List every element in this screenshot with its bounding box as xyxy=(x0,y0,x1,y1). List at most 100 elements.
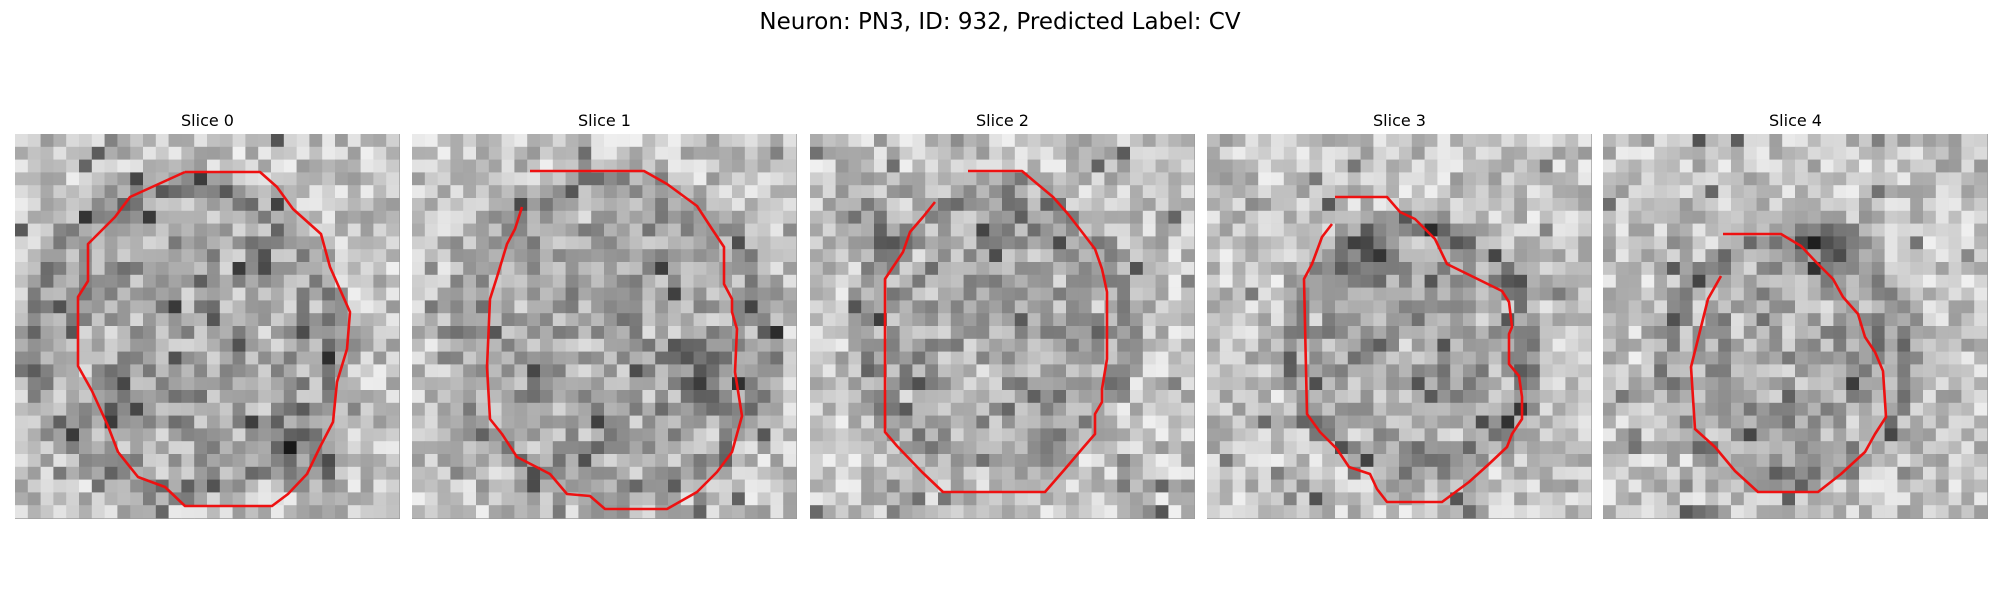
image-pixel xyxy=(15,185,29,199)
image-pixel xyxy=(1232,454,1246,468)
image-pixel xyxy=(1871,454,1885,468)
image-pixel xyxy=(1705,223,1719,237)
image-pixel xyxy=(373,185,387,199)
image-pixel xyxy=(1897,377,1911,391)
image-pixel xyxy=(168,364,182,378)
slice-image xyxy=(1603,134,1988,519)
image-pixel xyxy=(1027,159,1041,173)
image-pixel xyxy=(1654,415,1668,429)
image-pixel xyxy=(1552,300,1566,314)
image-pixel xyxy=(117,492,131,506)
image-pixel xyxy=(1117,274,1131,288)
image-pixel xyxy=(706,274,720,288)
image-pixel xyxy=(1002,274,1016,288)
image-pixel xyxy=(1207,172,1221,186)
image-pixel xyxy=(719,492,733,506)
image-pixel xyxy=(40,236,54,250)
image-pixel xyxy=(450,134,464,148)
image-pixel xyxy=(181,390,195,404)
image-pixel xyxy=(616,454,630,468)
image-pixel xyxy=(1168,185,1182,199)
image-pixel xyxy=(616,492,630,506)
image-pixel xyxy=(912,236,926,250)
image-pixel xyxy=(719,415,733,429)
image-pixel xyxy=(27,415,41,429)
image-pixel xyxy=(1514,326,1528,340)
image-pixel xyxy=(463,236,477,250)
image-pixel xyxy=(706,505,720,519)
image-pixel xyxy=(732,146,746,160)
image-pixel xyxy=(835,364,849,378)
image-pixel xyxy=(219,415,233,429)
image-pixel xyxy=(1603,402,1617,416)
image-pixel xyxy=(886,249,900,263)
image-pixel xyxy=(66,313,80,327)
image-pixel xyxy=(1207,428,1221,442)
image-pixel xyxy=(642,249,656,263)
image-pixel xyxy=(1475,249,1489,263)
image-pixel xyxy=(514,466,528,480)
image-pixel xyxy=(1615,223,1629,237)
image-pixel xyxy=(925,223,939,237)
image-pixel xyxy=(1654,505,1668,519)
image-pixel xyxy=(1283,364,1297,378)
image-pixel xyxy=(245,159,259,173)
image-pixel xyxy=(976,262,990,276)
image-pixel xyxy=(386,249,400,263)
image-pixel xyxy=(1450,249,1464,263)
image-pixel xyxy=(822,390,836,404)
image-pixel xyxy=(1833,223,1847,237)
image-pixel xyxy=(1782,185,1796,199)
image-pixel xyxy=(1578,262,1592,276)
image-pixel xyxy=(1309,492,1323,506)
image-pixel xyxy=(604,198,618,212)
image-pixel xyxy=(347,428,361,442)
image-pixel xyxy=(322,146,336,160)
image-pixel xyxy=(386,441,400,455)
image-pixel xyxy=(989,479,1003,493)
image-pixel xyxy=(1078,351,1092,365)
image-pixel xyxy=(950,262,964,276)
image-pixel xyxy=(1603,159,1617,173)
image-pixel xyxy=(886,466,900,480)
image-pixel xyxy=(463,390,477,404)
image-pixel xyxy=(1769,172,1783,186)
image-pixel xyxy=(1207,249,1221,263)
image-pixel xyxy=(1219,428,1233,442)
image-pixel xyxy=(181,262,195,276)
image-pixel xyxy=(386,262,400,276)
image-pixel xyxy=(476,415,490,429)
image-pixel xyxy=(296,134,310,148)
image-pixel xyxy=(1859,377,1873,391)
image-pixel xyxy=(27,505,41,519)
image-pixel xyxy=(1309,466,1323,480)
image-pixel xyxy=(168,479,182,493)
image-pixel xyxy=(1654,390,1668,404)
image-pixel xyxy=(271,313,285,327)
image-pixel xyxy=(744,351,758,365)
image-pixel xyxy=(642,236,656,250)
image-pixel xyxy=(989,146,1003,160)
image-pixel xyxy=(629,428,643,442)
image-pixel xyxy=(143,236,157,250)
image-pixel xyxy=(1232,364,1246,378)
image-pixel xyxy=(565,505,579,519)
image-pixel xyxy=(1923,134,1937,148)
image-pixel xyxy=(1463,326,1477,340)
image-pixel xyxy=(1833,159,1847,173)
image-pixel xyxy=(1283,351,1297,365)
image-pixel xyxy=(271,300,285,314)
image-pixel xyxy=(1795,210,1809,224)
image-pixel xyxy=(744,159,758,173)
image-pixel xyxy=(1450,402,1464,416)
image-pixel xyxy=(53,223,67,237)
image-pixel xyxy=(1552,454,1566,468)
image-pixel xyxy=(861,454,875,468)
image-pixel xyxy=(1756,300,1770,314)
image-pixel xyxy=(1117,210,1131,224)
image-pixel xyxy=(680,338,694,352)
image-pixel xyxy=(514,390,528,404)
image-pixel xyxy=(1475,326,1489,340)
image-pixel xyxy=(1488,338,1502,352)
image-pixel xyxy=(629,185,643,199)
